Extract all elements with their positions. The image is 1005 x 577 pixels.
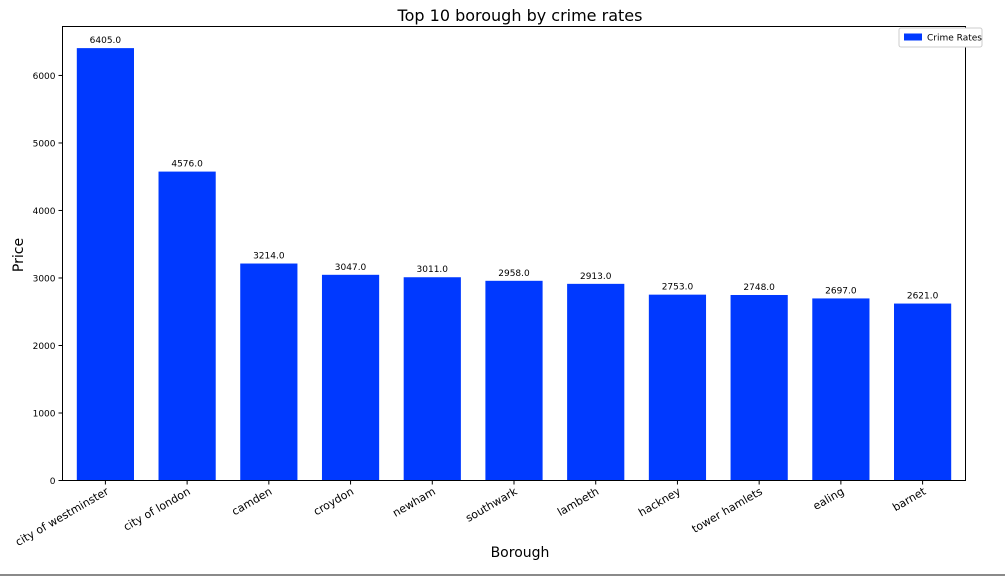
- y-tick-label: 2000: [33, 342, 56, 352]
- bar: [485, 280, 543, 481]
- y-axis-label: Price: [11, 238, 27, 272]
- bar: [321, 274, 380, 481]
- bar: [158, 171, 216, 481]
- bar-value-label: 3011.0: [417, 265, 449, 275]
- bar-value-label: 2958.0: [498, 269, 530, 279]
- bar: [76, 48, 134, 481]
- bar: [403, 277, 461, 481]
- bar: [240, 263, 298, 481]
- bar-value-label: 3047.0: [335, 263, 367, 273]
- bar-group: [76, 48, 952, 481]
- x-tick-label: barnet: [890, 484, 928, 514]
- bar-value-label: 2748.0: [743, 283, 775, 293]
- bar-value-label: 2621.0: [907, 292, 939, 302]
- y-tick-label: 3000: [33, 274, 56, 284]
- chart-title: Top 10 borough by crime rates: [397, 6, 643, 25]
- legend-label: Crime Rates: [927, 34, 982, 44]
- x-tick-label: city of westminster: [13, 485, 111, 549]
- bar-value-label: 6405.0: [90, 36, 122, 46]
- bottom-divider: [0, 574, 1005, 576]
- x-tick-label: tower hamlets: [690, 485, 765, 536]
- bar: [894, 303, 952, 481]
- plot-frame: [62, 26, 966, 481]
- x-tick-label: croydon: [311, 485, 356, 518]
- bar: [648, 294, 707, 481]
- y-tick-label: 5000: [33, 139, 56, 149]
- x-tick-label: ealing: [811, 485, 847, 513]
- bar-value-label: 3214.0: [253, 252, 285, 262]
- bar-value-label: 2753.0: [662, 283, 694, 293]
- y-tick-label: 1000: [33, 409, 56, 419]
- legend: Crime Rates: [898, 27, 983, 48]
- y-tick-label: 0: [50, 477, 56, 487]
- legend-swatch: [904, 33, 922, 41]
- y-tick-label: 6000: [33, 72, 56, 82]
- bar: [567, 283, 625, 481]
- bar-value-label: 2913.0: [580, 272, 612, 282]
- x-axis-label: Borough: [491, 545, 550, 561]
- y-axis-ticks: 0 1000 2000 3000 4000 5000 6000: [33, 72, 63, 487]
- x-tick-label: hackney: [636, 485, 683, 520]
- legend-box: [898, 27, 983, 48]
- x-tick-label: lambeth: [555, 485, 601, 519]
- y-tick-label: 4000: [33, 207, 56, 217]
- x-tick-label: newham: [390, 485, 437, 520]
- x-tick-label: city of london: [121, 485, 192, 534]
- bar: [812, 298, 870, 481]
- bar-value-label: 4576.0: [171, 160, 203, 170]
- x-axis-ticks: city of westminster city of london camden c…: [13, 480, 929, 549]
- x-tick-label: camden: [230, 485, 275, 518]
- data-label-group: 6405.0 4576.0 3214.0 3047.0 3011.0 2958.0 2913…: [90, 36, 939, 301]
- x-tick-label: southwark: [463, 485, 520, 525]
- bar: [730, 294, 788, 481]
- bar-value-label: 2697.0: [825, 286, 857, 296]
